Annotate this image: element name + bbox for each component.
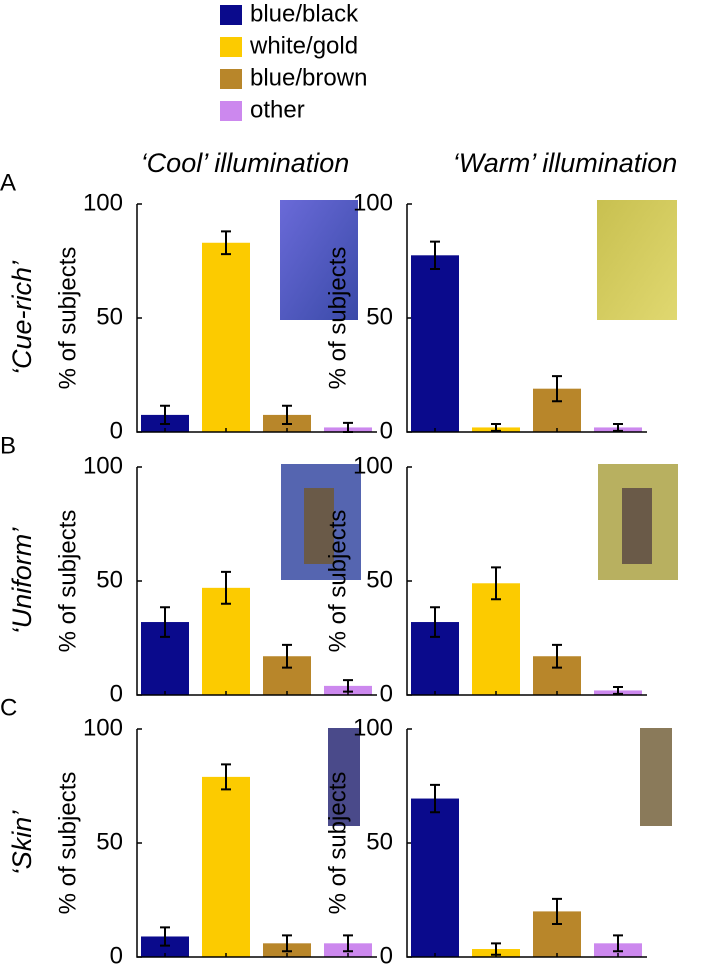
legend-swatch — [220, 69, 242, 89]
legend-label: blue/black — [250, 0, 359, 27]
bar — [202, 242, 250, 432]
y-axis-label: % of subjects — [54, 510, 81, 653]
y-tick-label: 0 — [110, 942, 123, 969]
inset-image — [622, 488, 652, 564]
error-bar — [552, 375, 562, 403]
legend-swatch — [220, 101, 242, 121]
error-bar — [282, 934, 292, 953]
error-bar — [430, 783, 440, 814]
legend-label: other — [250, 96, 305, 123]
error-bar — [221, 570, 231, 605]
error-bar — [430, 606, 440, 638]
panel-letter: C — [0, 694, 17, 721]
error-bar — [343, 934, 353, 953]
y-tick-label: 50 — [96, 828, 123, 855]
error-bar — [491, 566, 501, 601]
y-tick-label: 0 — [110, 417, 123, 444]
inset-image — [640, 728, 672, 826]
y-tick-label: 0 — [380, 942, 393, 969]
y-axis-label: % of subjects — [324, 247, 351, 390]
inset-image — [280, 200, 358, 320]
y-axis-label: % of subjects — [54, 772, 81, 915]
y-tick-label: 0 — [380, 417, 393, 444]
bar — [141, 936, 189, 957]
inset-image — [304, 488, 334, 564]
error-bar — [552, 643, 562, 669]
axes — [136, 729, 377, 958]
error-bar — [282, 643, 292, 669]
bar — [411, 255, 459, 432]
error-bar — [160, 606, 170, 638]
axes — [136, 467, 377, 696]
axes — [136, 204, 377, 433]
inset-image — [597, 200, 677, 320]
column-title: ‘Cool’ illumination — [141, 148, 350, 178]
row-label: ‘Cue-rich’ — [7, 260, 37, 375]
panel-letter: A — [0, 169, 16, 196]
y-tick-label: 0 — [380, 680, 393, 707]
error-bar — [160, 404, 170, 426]
bar — [411, 798, 459, 957]
axes — [406, 467, 647, 696]
panel-letter: B — [0, 432, 16, 459]
legend-swatch — [220, 37, 242, 57]
y-tick-label: 100 — [353, 189, 393, 216]
error-bar — [221, 763, 231, 791]
y-tick-label: 100 — [353, 452, 393, 479]
inset-image — [328, 728, 360, 826]
row-label: ‘Skin’ — [7, 810, 37, 876]
bar — [472, 583, 520, 695]
bar — [202, 776, 250, 957]
y-axis-label: % of subjects — [54, 247, 81, 390]
error-bar — [430, 240, 440, 270]
y-tick-label: 50 — [366, 303, 393, 330]
y-axis-label: % of subjects — [324, 510, 351, 653]
legend-label: blue/brown — [250, 64, 367, 91]
error-bar — [221, 230, 231, 256]
row-label: ‘Uniform’ — [7, 527, 37, 635]
axes — [406, 729, 647, 958]
error-bar — [160, 926, 170, 947]
y-tick-label: 100 — [83, 189, 123, 216]
column-title: ‘Warm’ illumination — [453, 148, 678, 178]
y-tick-label: 100 — [83, 714, 123, 741]
error-bar — [613, 934, 623, 953]
bar — [202, 587, 250, 695]
error-bar — [552, 897, 562, 925]
error-bar — [282, 404, 292, 426]
y-tick-label: 50 — [366, 566, 393, 593]
y-tick-label: 50 — [96, 566, 123, 593]
legend-label: white/gold — [249, 32, 358, 59]
y-tick-label: 100 — [353, 714, 393, 741]
axes — [406, 204, 647, 433]
y-axis-label: % of subjects — [324, 772, 351, 915]
legend-swatch — [220, 5, 242, 25]
y-tick-label: 50 — [96, 303, 123, 330]
y-tick-label: 0 — [110, 680, 123, 707]
y-tick-label: 100 — [83, 452, 123, 479]
y-tick-label: 50 — [366, 828, 393, 855]
